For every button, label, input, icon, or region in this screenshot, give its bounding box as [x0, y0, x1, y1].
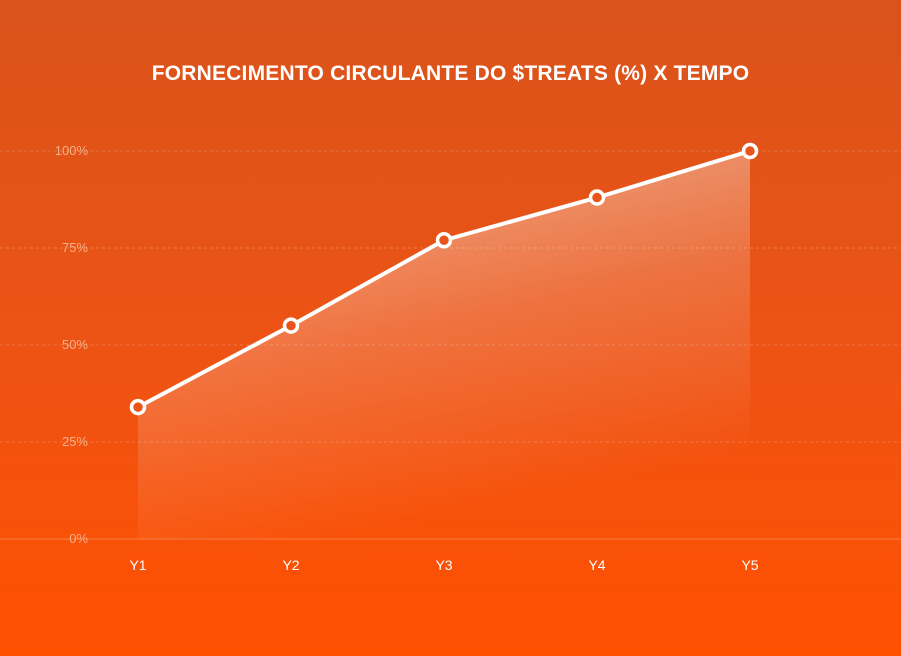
area-layer	[138, 151, 750, 539]
data-point-y4	[588, 189, 606, 206]
x-tick-label: Y1	[129, 557, 146, 573]
chart-title: FORNECIMENTO CIRCULANTE DO $TREATS (%) X…	[151, 62, 750, 85]
y-tick-label: 0%	[69, 531, 88, 546]
data-point-y2	[282, 317, 300, 334]
x-tick-label: Y4	[588, 557, 605, 573]
x-tick-label: Y3	[435, 557, 452, 573]
y-axis-ticks: 0% 25% 50% 75% 100%	[55, 143, 89, 546]
y-tick-label: 50%	[62, 337, 88, 352]
x-tick-label: Y2	[282, 557, 299, 573]
y-tick-label: 75%	[62, 240, 88, 255]
data-point-y1	[129, 398, 147, 416]
y-tick-label: 25%	[62, 434, 88, 449]
data-point-y3	[435, 231, 453, 249]
data-point-y5	[741, 142, 759, 160]
x-axis-ticks: Y1 Y2 Y3 Y4 Y5	[129, 557, 758, 573]
point-layer	[129, 142, 759, 416]
x-tick-label: Y5	[741, 557, 758, 573]
series-area	[138, 151, 750, 539]
y-tick-label: 100%	[55, 143, 89, 158]
